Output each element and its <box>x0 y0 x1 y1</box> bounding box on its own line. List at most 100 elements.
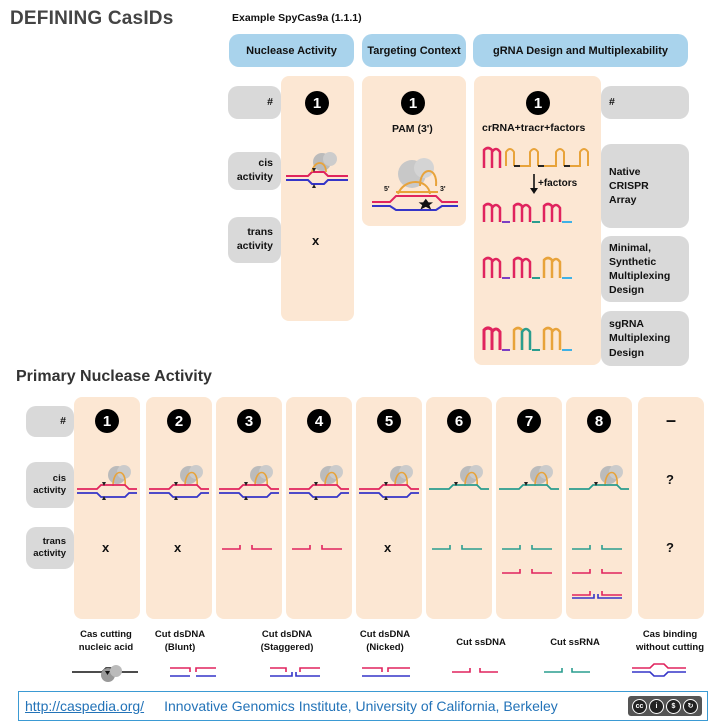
primary-row-label-cis: cis activity <box>26 462 74 508</box>
section-title-primary: Primary Nuclease Activity <box>16 368 212 385</box>
primary-number-badge-4: 4 <box>307 409 331 433</box>
primary-trans-mark-5: x <box>384 540 392 555</box>
primary-column-6 <box>426 397 492 619</box>
pam-label: PAM (3') <box>392 123 433 135</box>
nuclease-column <box>281 76 354 321</box>
row-label-cis: cis activity <box>228 152 281 190</box>
row-label-num: # <box>228 86 281 119</box>
legend-binding: Cas binding without cutting <box>635 629 705 653</box>
by-icon: i <box>649 698 664 714</box>
primary-trans-fragment-8-c <box>572 591 622 599</box>
legend-binding-icon <box>632 663 686 677</box>
primary-trans-3-a <box>222 539 278 560</box>
primary-cis-diagram-4 <box>289 465 349 500</box>
institute-label: Innovative Genomics Institute, Universit… <box>164 698 558 714</box>
primary-number-badge-7: 7 <box>517 409 541 433</box>
primary-trans-mark-1: x <box>102 540 110 555</box>
primary-trans-7-a <box>502 539 558 560</box>
primary-column-8 <box>566 397 632 619</box>
primary-trans-8-a <box>572 539 628 560</box>
primary-number-badge-9: – <box>666 410 677 430</box>
legend-ssrna: Cut ssRNA <box>550 637 600 648</box>
legend-cas-cutting-icon <box>72 665 138 682</box>
primary-trans-fragment-8-a <box>572 545 622 550</box>
primary-trans-fragment-8-b <box>572 569 622 574</box>
caspedia-link[interactable]: http://caspedia.org/ <box>25 698 145 714</box>
primary-cis-diagram-1 <box>77 465 137 500</box>
example-label: Example SpyCas9a (1.1.1) <box>232 12 362 24</box>
factors-label: +factors <box>538 178 578 189</box>
right-label-native: Native CRISPR Array <box>601 144 689 228</box>
nuclease-number-badge: 1 <box>305 91 329 115</box>
primary-column-1 <box>74 397 140 619</box>
primary-column-7 <box>496 397 562 619</box>
primary-cis-4 <box>289 462 349 507</box>
pam-3prime: 3' <box>440 186 446 193</box>
primary-number-badge-3: 3 <box>237 409 261 433</box>
pam-diagram <box>372 158 458 211</box>
sa-icon: ↻ <box>683 698 698 714</box>
primary-trans-4-a <box>292 539 348 560</box>
primary-cis-diagram-3 <box>219 465 279 500</box>
category-nuclease-activity: Nuclease Activity <box>229 34 354 67</box>
primary-cis-1 <box>77 462 137 507</box>
legend-cas-cutting: Cas cutting nucleic acid <box>78 629 134 653</box>
primary-row-label-trans: trans activity <box>26 527 74 569</box>
legend-nicked-icon <box>362 667 410 677</box>
nuclease-cis-diagram <box>286 152 348 188</box>
primary-trans-fragment-4-a <box>292 545 342 550</box>
legend-ssdna: Cut ssDNA <box>456 637 506 648</box>
legend-icons <box>72 663 686 682</box>
primary-trans-7-b <box>502 563 558 584</box>
primary-trans-fragment-7-b <box>502 569 552 574</box>
primary-number-badge-2: 2 <box>167 409 191 433</box>
primary-number-badge-5: 5 <box>377 409 401 433</box>
primary-cis-diagram-2 <box>149 465 209 500</box>
page-title: DEFINING CasIDs <box>10 8 174 29</box>
primary-trans-fragment-3-a <box>222 545 272 550</box>
nuclease-trans-x: x <box>312 233 320 248</box>
legend-ssrna-icon <box>544 668 590 673</box>
primary-cis-8 <box>569 462 629 507</box>
primary-trans-mark-9: ? <box>666 540 674 555</box>
primary-number-badge-1: 1 <box>95 409 119 433</box>
legend-staggered: Cut dsDNA (Staggered) <box>260 629 314 653</box>
legend-blunt: Cut dsDNA (Blunt) <box>154 629 206 653</box>
legend-nicked: Cut dsDNA (Nicked) <box>359 629 411 653</box>
primary-cis-2 <box>149 462 209 507</box>
grna-column <box>474 76 601 365</box>
primary-cis-diagram-6 <box>429 465 489 490</box>
primary-column-3 <box>216 397 282 619</box>
primary-cis-diagram-8 <box>569 465 629 490</box>
pam-5prime: 5' <box>384 186 390 193</box>
primary-trans-8-b <box>572 563 628 584</box>
right-label-num: # <box>601 86 689 119</box>
primary-cis-unknown-9: ? <box>666 472 674 487</box>
primary-row-label-num: # <box>26 406 74 437</box>
legend-staggered-icon <box>270 667 320 677</box>
license-badge[interactable]: cc i $ ↻ <box>628 696 702 716</box>
primary-cis-7 <box>499 462 559 507</box>
primary-cis-diagram-7 <box>499 465 559 490</box>
primary-column-2 <box>146 397 212 619</box>
primary-trans-6-a <box>432 539 488 560</box>
legend-ssdna-icon <box>452 668 498 673</box>
primary-trans-mark-2: x <box>174 540 182 555</box>
nc-icon: $ <box>666 698 681 714</box>
primary-cis-diagram-5 <box>359 465 419 500</box>
grna-number-badge: 1 <box>526 91 550 115</box>
primary-cis-5 <box>359 462 419 507</box>
primary-column-5 <box>356 397 422 619</box>
primary-cis-3 <box>219 462 279 507</box>
category-grna-design: gRNA Design and Multiplexability <box>473 34 688 67</box>
grna-array-diagram <box>482 146 589 351</box>
primary-number-badge-8: 8 <box>587 409 611 433</box>
primary-cis-6 <box>429 462 489 507</box>
primary-column-4 <box>286 397 352 619</box>
category-targeting-context: Targeting Context <box>362 34 466 67</box>
legend-blunt-icon <box>170 667 216 677</box>
footer: http://caspedia.org/ Innovative Genomics… <box>18 691 708 721</box>
right-label-minimal: Minimal, Synthetic Multiplexing Design <box>601 236 689 302</box>
targeting-number-badge: 1 <box>401 91 425 115</box>
primary-trans-8-c <box>572 585 628 606</box>
